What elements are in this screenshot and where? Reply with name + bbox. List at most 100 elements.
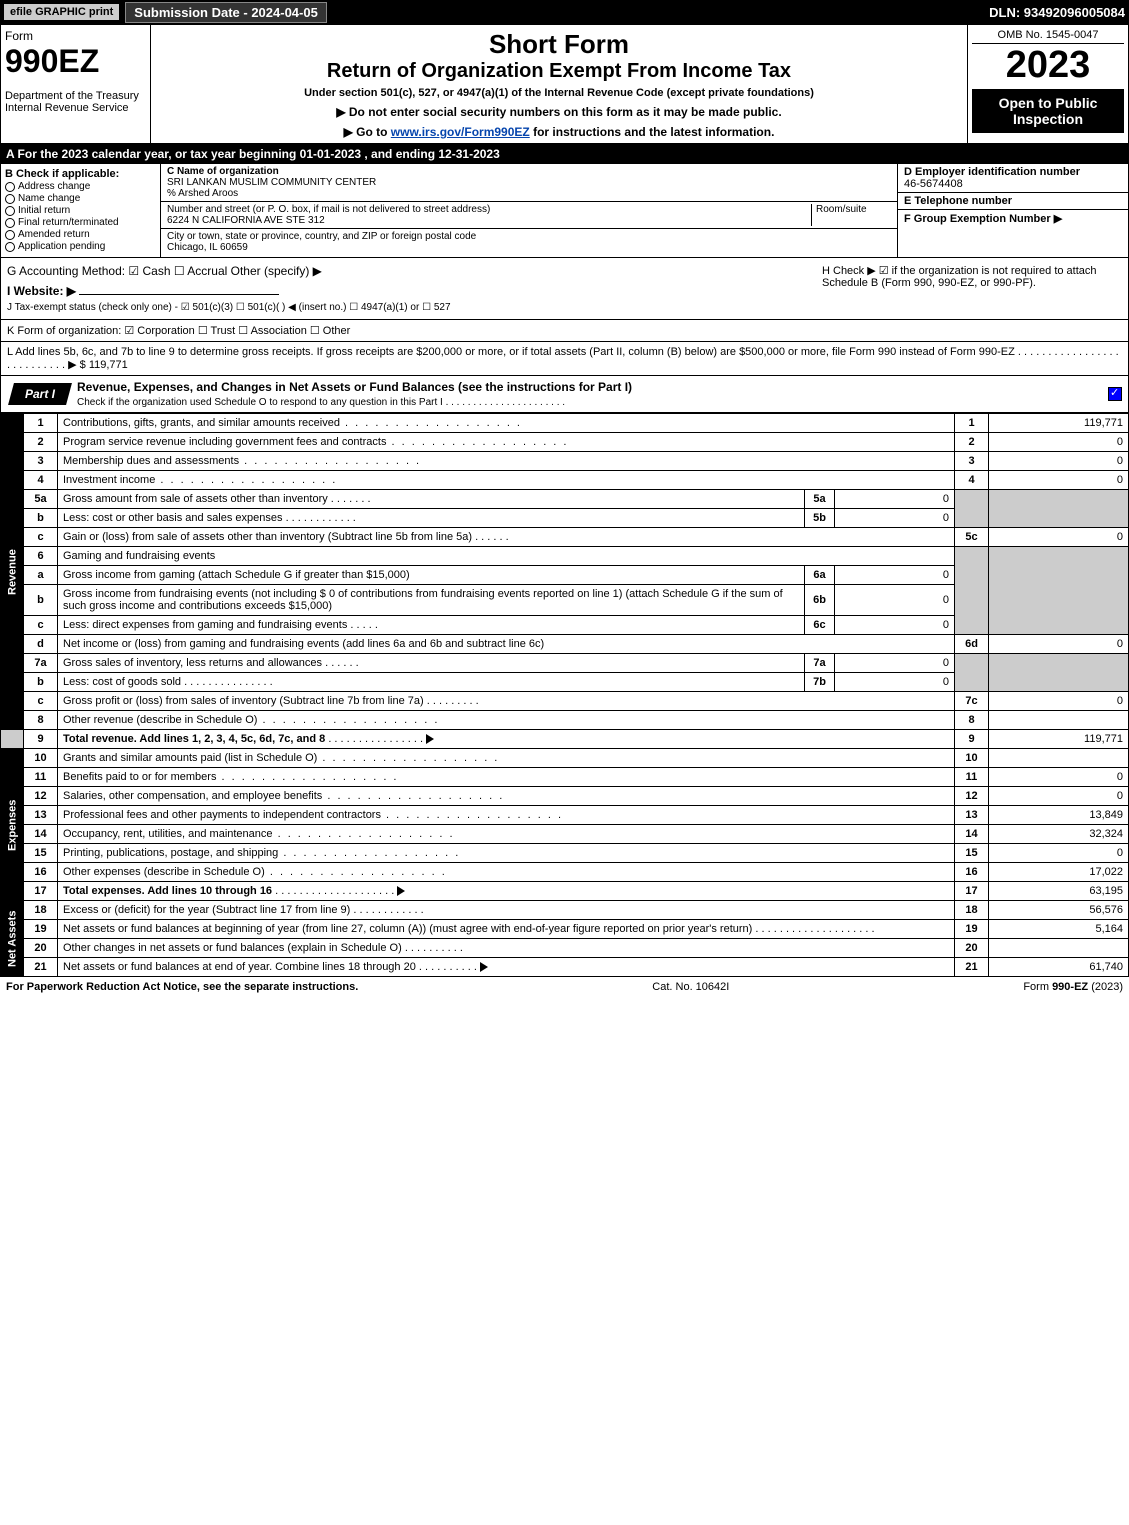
dept-label: Department of the Treasury Internal Reve… — [5, 90, 146, 114]
line-ref: 7c — [955, 692, 989, 711]
line-ref: 18 — [955, 901, 989, 920]
line-val: 61,740 — [989, 958, 1129, 977]
footer-mid: Cat. No. 10642I — [652, 981, 729, 993]
chk-initial-return[interactable] — [5, 206, 15, 216]
line-num: 14 — [24, 825, 58, 844]
room-label: Room/suite — [816, 204, 867, 215]
line-val: 119,771 — [989, 730, 1129, 749]
irs-link[interactable]: www.irs.gov/Form990EZ — [391, 125, 530, 139]
inner-ref: 6b — [805, 585, 835, 616]
line-desc: Salaries, other compensation, and employ… — [63, 790, 322, 802]
line-ref: 10 — [955, 749, 989, 768]
line-val: 0 — [989, 768, 1129, 787]
website-input[interactable] — [79, 294, 279, 295]
dln-label: DLN: 93492096005084 — [989, 5, 1125, 20]
inner-val: 0 — [835, 509, 955, 528]
ein-label: D Employer identification number — [904, 166, 1080, 178]
efile-print-button[interactable]: efile GRAPHIC print — [4, 4, 119, 20]
line-desc: Gross amount from sale of assets other t… — [63, 493, 328, 505]
top-bar: efile GRAPHIC print Submission Date - 20… — [0, 0, 1129, 24]
line-num: c — [24, 616, 58, 635]
expenses-sidetab: Expenses — [1, 749, 24, 901]
section-g-h: G Accounting Method: ☑ Cash ☐ Accrual Ot… — [0, 258, 1129, 320]
inner-val: 0 — [835, 654, 955, 673]
line-val: 13,849 — [989, 806, 1129, 825]
line-num: 6 — [24, 547, 58, 566]
inner-ref: 5b — [805, 509, 835, 528]
inner-val: 0 — [835, 566, 955, 585]
line-num: b — [24, 673, 58, 692]
line-ref: 1 — [955, 414, 989, 433]
line-num: 20 — [24, 939, 58, 958]
lbl-initial-return: Initial return — [18, 205, 70, 216]
line-num: a — [24, 566, 58, 585]
subtitle-section: Under section 501(c), 527, or 4947(a)(1)… — [161, 87, 957, 99]
line-ref: 9 — [955, 730, 989, 749]
subtitle-ssn: ▶ Do not enter social security numbers o… — [161, 105, 957, 119]
line-val: 0 — [989, 692, 1129, 711]
line-ref: 13 — [955, 806, 989, 825]
line-desc: Total revenue. Add lines 1, 2, 3, 4, 5c,… — [63, 733, 325, 745]
line-num: 18 — [24, 901, 58, 920]
goto-pre: ▶ Go to — [344, 125, 391, 139]
chk-amended-return[interactable] — [5, 230, 15, 240]
line-desc: Program service revenue including govern… — [63, 436, 386, 448]
row-l-gross-receipts: L Add lines 5b, 6c, and 7b to line 9 to … — [0, 342, 1129, 376]
line-val: 32,324 — [989, 825, 1129, 844]
grey-cell — [955, 654, 989, 692]
line-val: 17,022 — [989, 863, 1129, 882]
col-b-checkboxes: B Check if applicable: Address change Na… — [1, 164, 161, 257]
col-b-title: B Check if applicable: — [5, 168, 156, 180]
arrow-icon — [480, 962, 488, 972]
row-k-form-org: K Form of organization: ☑ Corporation ☐ … — [0, 320, 1129, 342]
open-inspection-box: Open to Public Inspection — [972, 89, 1124, 133]
line-ref: 20 — [955, 939, 989, 958]
line-desc: Benefits paid to or for members — [63, 771, 216, 783]
line-ref: 3 — [955, 452, 989, 471]
line-desc: Net assets or fund balances at beginning… — [63, 923, 752, 935]
inner-ref: 5a — [805, 490, 835, 509]
line-desc: Printing, publications, postage, and shi… — [63, 847, 278, 859]
line-val: 119,771 — [989, 414, 1129, 433]
chk-name-change[interactable] — [5, 194, 15, 204]
line-ref: 17 — [955, 882, 989, 901]
line-desc: Other revenue (describe in Schedule O) — [63, 714, 257, 726]
website-label: I Website: ▶ — [7, 284, 76, 298]
line-desc: Net income or (loss) from gaming and fun… — [58, 635, 955, 654]
info-grid: B Check if applicable: Address change Na… — [0, 164, 1129, 258]
inner-val: 0 — [835, 673, 955, 692]
line-num: 15 — [24, 844, 58, 863]
arrow-icon — [397, 886, 405, 896]
chk-final-return[interactable] — [5, 218, 15, 228]
line-num: c — [24, 692, 58, 711]
tax-exempt-status: J Tax-exempt status (check only one) - ☑… — [7, 302, 451, 313]
line-ref: 8 — [955, 711, 989, 730]
line-val: 0 — [989, 433, 1129, 452]
submission-date-button[interactable]: Submission Date - 2024-04-05 — [125, 2, 327, 23]
chk-address-change[interactable] — [5, 182, 15, 192]
city-value: Chicago, IL 60659 — [167, 242, 248, 253]
line-desc: Less: cost of goods sold — [63, 676, 181, 688]
grey-cell — [955, 547, 989, 635]
line-num: 13 — [24, 806, 58, 825]
part1-schedule-o-checkbox[interactable] — [1108, 387, 1122, 401]
line-ref: 15 — [955, 844, 989, 863]
line-num: c — [24, 528, 58, 547]
line-desc: Total expenses. Add lines 10 through 16 — [63, 885, 272, 897]
grey-cell — [989, 490, 1129, 528]
line-ref: 2 — [955, 433, 989, 452]
page-footer: For Paperwork Reduction Act Notice, see … — [0, 977, 1129, 997]
lbl-amended-return: Amended return — [18, 229, 90, 240]
revenue-sidetab: Revenue — [1, 414, 24, 730]
org-name-label: C Name of organization — [167, 166, 279, 177]
omb-number: OMB No. 1545-0047 — [972, 29, 1124, 44]
line-ref: 12 — [955, 787, 989, 806]
inner-val: 0 — [835, 616, 955, 635]
arrow-icon — [426, 734, 434, 744]
chk-application-pending[interactable] — [5, 242, 15, 252]
grey-cell — [955, 490, 989, 528]
line-num: 7a — [24, 654, 58, 673]
subtitle-goto: ▶ Go to www.irs.gov/Form990EZ for instru… — [161, 125, 957, 139]
part1-header: Part I Revenue, Expenses, and Changes in… — [0, 376, 1129, 413]
line-num: d — [24, 635, 58, 654]
